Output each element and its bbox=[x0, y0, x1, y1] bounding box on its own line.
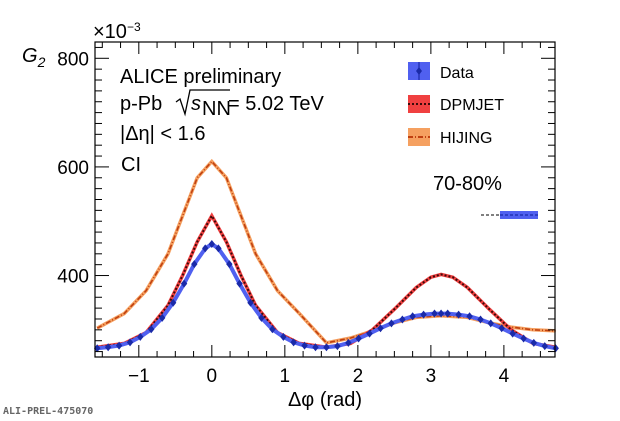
data-point bbox=[388, 319, 395, 328]
data-point bbox=[431, 309, 438, 318]
data-point bbox=[466, 312, 473, 321]
data-point bbox=[399, 315, 406, 324]
data-point bbox=[236, 279, 243, 288]
data-point bbox=[487, 319, 494, 328]
y-axis-label: G2 bbox=[22, 45, 46, 70]
data-point bbox=[334, 342, 341, 351]
y-tick-label: 800 bbox=[57, 49, 89, 70]
data-point bbox=[420, 310, 427, 319]
dpmjet-band bbox=[96, 212, 556, 349]
dpmjet-line bbox=[97, 213, 556, 349]
data-point bbox=[498, 324, 505, 333]
data-point bbox=[169, 298, 177, 307]
hijing-line bbox=[96, 160, 556, 344]
annotation-energy: p-Pb s NN = 5.02 TeV bbox=[120, 89, 324, 120]
data-point bbox=[355, 334, 362, 343]
legend-item-data: Data bbox=[408, 62, 474, 82]
data-point bbox=[202, 244, 209, 253]
centrality-band bbox=[500, 211, 538, 219]
ticks-layer: −1 0 1 2 3 4 400 600 800 bbox=[57, 42, 555, 387]
data-point bbox=[552, 344, 559, 353]
figure-id-label: ALI-PREL-475070 bbox=[3, 406, 93, 417]
data-point bbox=[269, 325, 276, 334]
svg-text:Data: Data bbox=[440, 65, 474, 82]
y-tick-label: 600 bbox=[57, 158, 89, 179]
data-point bbox=[530, 338, 538, 347]
data-point bbox=[437, 309, 445, 318]
data-point bbox=[444, 309, 451, 318]
series-layer bbox=[93, 158, 559, 353]
data-point bbox=[312, 343, 319, 352]
annotation-alice: ALICE preliminary bbox=[120, 66, 281, 88]
sqrt-sign bbox=[175, 89, 230, 117]
data-point bbox=[509, 329, 516, 338]
legend-item-hijing: HIJING bbox=[408, 128, 492, 147]
data-point bbox=[137, 332, 144, 341]
data-point bbox=[377, 324, 384, 333]
data-point bbox=[191, 260, 198, 269]
data-point bbox=[115, 341, 123, 350]
data-point bbox=[126, 338, 134, 347]
data-point bbox=[280, 332, 287, 341]
x-tick-label: 0 bbox=[207, 366, 218, 387]
svg-text:s: s bbox=[191, 93, 201, 115]
data-point bbox=[215, 244, 222, 253]
svg-text:p-Pb: p-Pb bbox=[120, 93, 162, 115]
x-tick-label: 4 bbox=[499, 366, 510, 387]
x-axis-label: Δφ (rad) bbox=[288, 389, 362, 411]
data-point bbox=[148, 325, 155, 334]
data-point bbox=[208, 240, 216, 249]
data-point bbox=[104, 343, 112, 352]
y-multiplier: ×10−3 bbox=[93, 20, 141, 43]
svg-text:= 5.02 TeV: = 5.02 TeV bbox=[228, 93, 324, 115]
data-point bbox=[477, 315, 484, 324]
data-point bbox=[323, 343, 330, 352]
annotation-eta: |Δη| < 1.6 bbox=[120, 123, 205, 145]
legend-item-dpmjet: DPMJET bbox=[408, 95, 504, 114]
data-point bbox=[541, 342, 548, 351]
data-point bbox=[290, 338, 297, 347]
annotation-centrality: 70-80% bbox=[433, 173, 502, 195]
data-point bbox=[301, 341, 308, 350]
x-tick-label: 3 bbox=[426, 366, 437, 387]
data-point bbox=[455, 310, 462, 319]
y-tick-label: 400 bbox=[57, 267, 89, 288]
svg-text:DPMJET: DPMJET bbox=[440, 97, 504, 114]
data-point bbox=[520, 334, 527, 343]
data-point bbox=[158, 313, 166, 322]
data-point bbox=[409, 312, 416, 321]
data-point bbox=[226, 260, 233, 269]
x-tick-label: 2 bbox=[353, 366, 364, 387]
data-point bbox=[345, 338, 352, 347]
svg-text:NN: NN bbox=[202, 98, 231, 120]
data-point bbox=[366, 329, 373, 338]
x-tick-label: −1 bbox=[128, 366, 150, 387]
annotation-ci: CI bbox=[121, 154, 141, 176]
legend: Data DPMJET HIJING bbox=[408, 62, 504, 147]
data-point bbox=[258, 313, 265, 322]
data-point bbox=[247, 298, 254, 307]
data-point bbox=[180, 279, 188, 288]
svg-text:HIJING: HIJING bbox=[440, 130, 492, 147]
x-tick-label: 1 bbox=[280, 366, 291, 387]
